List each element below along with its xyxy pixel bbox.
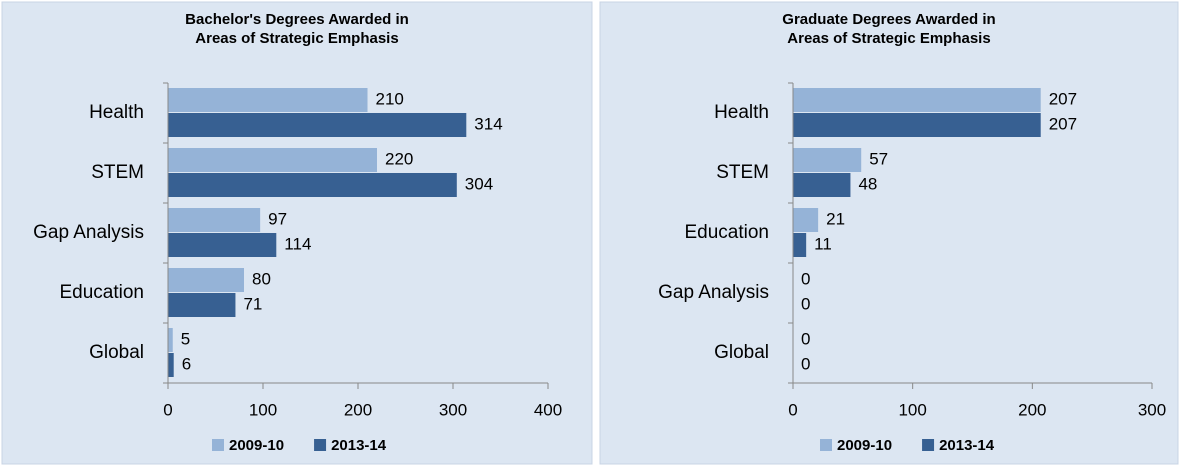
y-tick-label: Health [714,102,769,123]
value-label: 0 [801,294,810,313]
y-tick-label: Global [89,342,144,363]
value-label: 304 [465,174,493,193]
bar [168,113,467,137]
value-label: 71 [243,294,262,313]
panel [1,1,593,465]
value-label: 0 [801,354,810,373]
value-label: 0 [801,329,810,348]
value-label: 11 [814,234,832,253]
legend-label: 2009-10 [229,437,284,454]
x-tick-label: 300 [1138,400,1166,419]
bar [168,328,173,352]
bar [168,148,377,172]
y-tick-label: Education [59,282,144,303]
x-tick-label: 100 [249,400,277,419]
value-label: 220 [385,149,413,168]
value-label: 80 [252,269,271,288]
value-label: 21 [826,209,845,228]
legend-swatch [820,439,832,451]
chart-title: Areas of Strategic Emphasis [787,30,990,47]
value-label: 48 [858,174,877,193]
bar [168,353,174,377]
x-tick-label: 0 [788,400,797,419]
legend-label: 2013-14 [331,437,387,454]
x-tick-label: 0 [163,400,172,419]
value-label: 207 [1049,89,1077,108]
x-tick-label: 400 [534,400,562,419]
bar [793,208,819,232]
legend-swatch [922,439,935,451]
bar [168,233,277,257]
value-label: 114 [284,234,311,253]
y-tick-label: STEM [716,162,769,183]
x-tick-label: 200 [344,400,372,419]
bar [793,233,807,257]
chart-title: Bachelor's Degrees Awarded in [185,11,409,28]
value-label: 210 [376,89,404,108]
y-tick-label: Gap Analysis [658,282,769,303]
x-tick-label: 100 [898,400,926,419]
bar [168,88,368,112]
y-tick-label: Gap Analysis [33,222,144,243]
value-label: 57 [869,149,888,168]
bar [168,173,457,197]
value-label: 5 [181,329,190,348]
panel [599,1,1179,465]
bar [168,208,261,232]
y-tick-label: Health [89,102,144,123]
value-label: 207 [1049,114,1077,133]
value-label: 97 [268,209,287,228]
bar [793,148,862,172]
legend-label: 2013-14 [939,437,995,454]
chart-title: Graduate Degrees Awarded in [782,11,995,28]
bar [168,293,236,317]
value-label: 6 [182,354,191,373]
bar [793,113,1041,137]
y-tick-label: Education [684,222,769,243]
legend-swatch [212,439,224,451]
y-tick-label: Global [714,342,769,363]
bar [793,88,1041,112]
legend-label: 2009-10 [837,437,892,454]
value-label: 0 [801,269,810,288]
x-tick-label: 200 [1018,400,1046,419]
x-tick-label: 300 [439,400,467,419]
bar [793,173,851,197]
value-label: 314 [474,114,502,133]
legend-swatch [314,439,327,451]
y-tick-label: STEM [91,162,144,183]
chart-title: Areas of Strategic Emphasis [195,30,398,47]
bar [168,268,244,292]
